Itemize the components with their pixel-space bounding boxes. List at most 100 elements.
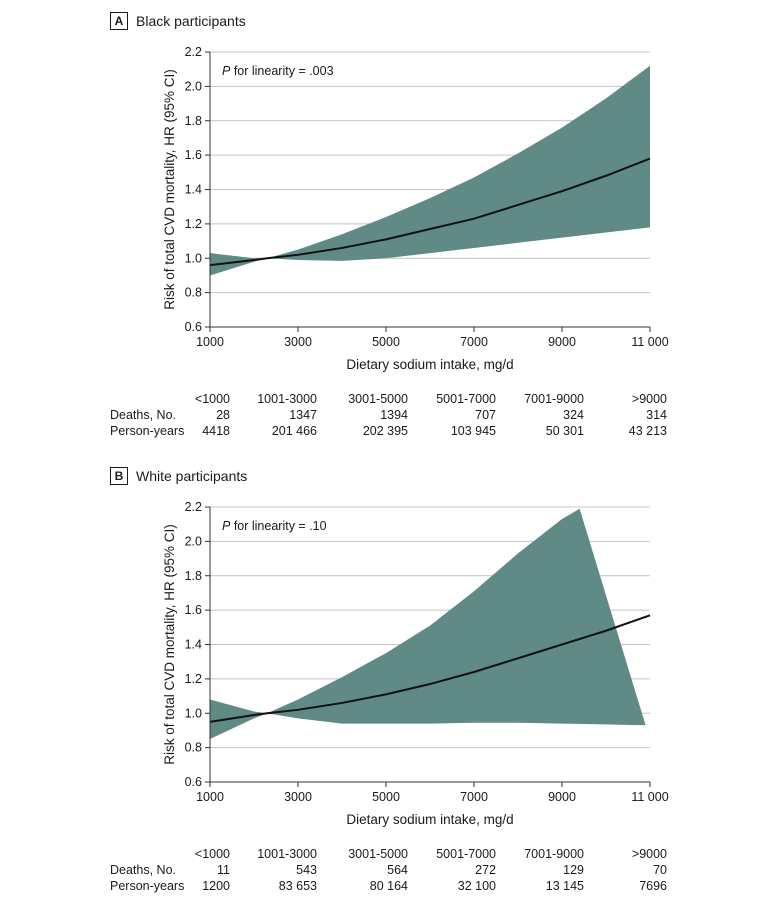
table-cell: 4418 <box>202 424 230 438</box>
y-tick-label: 0.8 <box>185 286 202 300</box>
linearity-annotation: P for linearity = .003 <box>222 64 334 78</box>
table-row: Deaths, No. 28 1347 1394 707 324 314 <box>0 408 780 424</box>
panel-header: A Black participants <box>110 12 246 30</box>
y-tick-label: 1.2 <box>185 217 202 231</box>
x-tick-label: 3000 <box>284 335 312 349</box>
p-symbol: P <box>222 519 231 533</box>
x-tick-label: 5000 <box>372 790 400 804</box>
table-cell: 272 <box>475 863 496 877</box>
category-header: >9000 <box>631 392 667 406</box>
table-header-row: <1000 1001-3000 3001-5000 5001-7000 7001-900… <box>0 847 780 863</box>
y-tick-label: 1.0 <box>185 706 202 720</box>
panel-title: White participants <box>136 468 248 484</box>
row-label: Person-years <box>110 879 185 893</box>
panel-letter: B <box>110 467 128 485</box>
x-tick-label: 1000 <box>196 335 224 349</box>
ci-band <box>210 65 650 276</box>
chart-svg: 0.6 0.8 1.0 1.2 1.4 1.6 1.8 2.0 2.2 1000 3000 5000 7… <box>162 500 669 827</box>
category-header: <1000 <box>194 392 230 406</box>
table-row: Person-years 4418 201 466 202 395 103 945 50 … <box>0 424 780 440</box>
x-tick-label: 9000 <box>548 790 576 804</box>
table-cell: 103 945 <box>450 424 496 438</box>
y-tick-label: 1.6 <box>185 148 202 162</box>
table-cell: 564 <box>387 863 408 877</box>
table-cell: 707 <box>475 408 496 422</box>
y-tick-label: 1.0 <box>185 251 202 265</box>
table-cell: 70 <box>653 863 667 877</box>
table-cell: 1200 <box>202 879 230 893</box>
y-tick-label: 1.6 <box>185 603 202 617</box>
category-header: >9000 <box>631 847 667 861</box>
category-header: <1000 <box>194 847 230 861</box>
p-symbol: P <box>222 64 231 78</box>
category-header: 3001-5000 <box>348 847 408 861</box>
x-tick-label: 3000 <box>284 790 312 804</box>
y-tick-label: 1.8 <box>185 114 202 128</box>
table-cell: 201 466 <box>271 424 317 438</box>
y-tick-label: 2.0 <box>185 79 202 93</box>
table-header-row: <1000 1001-3000 3001-5000 5001-7000 7001-900… <box>0 392 780 408</box>
category-header: 7001-9000 <box>524 847 584 861</box>
panel-title: Black participants <box>136 13 246 29</box>
hr-line <box>209 614 651 723</box>
table-cell: 7696 <box>639 879 667 893</box>
hr-line <box>209 157 651 267</box>
panel-letter: A <box>110 12 128 30</box>
category-header: 1001-3000 <box>257 392 317 406</box>
x-tick-label: 11 000 <box>631 790 668 804</box>
panel-header: B White participants <box>110 467 247 485</box>
table-cell: 129 <box>563 863 584 877</box>
y-axis-label: Risk of total CVD mortality, HR (95% CI) <box>162 69 177 310</box>
table-cell: 83 653 <box>278 879 317 893</box>
ci-band <box>210 508 646 740</box>
y-tick-label: 1.4 <box>185 183 202 197</box>
x-tick-label: 1000 <box>196 790 224 804</box>
x-tick-label: 5000 <box>372 335 400 349</box>
y-axis-label: Risk of total CVD mortality, HR (95% CI) <box>162 524 177 765</box>
table-cell: 32 100 <box>457 879 496 893</box>
category-header: 7001-9000 <box>524 392 584 406</box>
row-label: Deaths, No. <box>110 863 177 877</box>
row-label: Deaths, No. <box>110 408 177 422</box>
y-tick-label: 0.6 <box>185 775 202 789</box>
panel-a: A Black participants 0.6 0.8 1.0 1.2 1.4 1.6 1… <box>0 12 780 440</box>
row-label: Person-years <box>110 424 185 438</box>
x-tick-label: 7000 <box>460 790 488 804</box>
y-tick-label: 1.8 <box>185 569 202 583</box>
y-tick-label: 1.2 <box>185 672 202 686</box>
chart-svg: 0.6 0.8 1.0 1.2 1.4 1.6 1.8 2.0 2.2 1000 3000 5000 7… <box>162 45 669 372</box>
table-cell: 202 395 <box>362 424 408 438</box>
table-cell: 314 <box>646 408 667 422</box>
category-header: 1001-3000 <box>257 847 317 861</box>
table-cell: 1347 <box>289 408 317 422</box>
x-tick-label: 7000 <box>460 335 488 349</box>
category-header: 3001-5000 <box>348 392 408 406</box>
table-cell: 11 <box>217 863 230 877</box>
table-cell: 1394 <box>380 408 408 422</box>
table-cell: 324 <box>563 408 584 422</box>
table-cell: 50 301 <box>545 424 584 438</box>
linearity-annotation: P for linearity = .10 <box>222 519 327 533</box>
table-cell: 13 145 <box>545 879 584 893</box>
y-tick-label: 2.2 <box>185 45 202 59</box>
p-value-text: for linearity = .10 <box>230 519 326 533</box>
y-tick-label: 0.8 <box>185 741 202 755</box>
x-axis-label: Dietary sodium intake, mg/d <box>346 357 513 372</box>
p-value-text: for linearity = .003 <box>230 64 333 78</box>
table-row: Person-years 1200 83 653 80 164 32 100 13 145… <box>0 879 780 895</box>
x-tick-label: 9000 <box>548 335 576 349</box>
table-row: Deaths, No. 11 543 564 272 129 70 <box>0 863 780 879</box>
panel-b: B White participants 0.6 0.8 1.0 1.2 1.4 1.6 1… <box>0 455 780 904</box>
x-tick-label: 11 000 <box>631 335 668 349</box>
table-cell: 80 164 <box>369 879 408 893</box>
category-header: 5001-7000 <box>436 392 496 406</box>
category-header: 5001-7000 <box>436 847 496 861</box>
x-axis-label: Dietary sodium intake, mg/d <box>346 812 513 827</box>
table-cell: 543 <box>296 863 317 877</box>
table-cell: 43 213 <box>628 424 667 438</box>
y-tick-label: 2.2 <box>185 500 202 514</box>
table-cell: 28 <box>216 408 230 422</box>
y-tick-label: 2.0 <box>185 534 202 548</box>
y-tick-label: 1.4 <box>185 638 202 652</box>
y-tick-label: 0.6 <box>185 320 202 334</box>
